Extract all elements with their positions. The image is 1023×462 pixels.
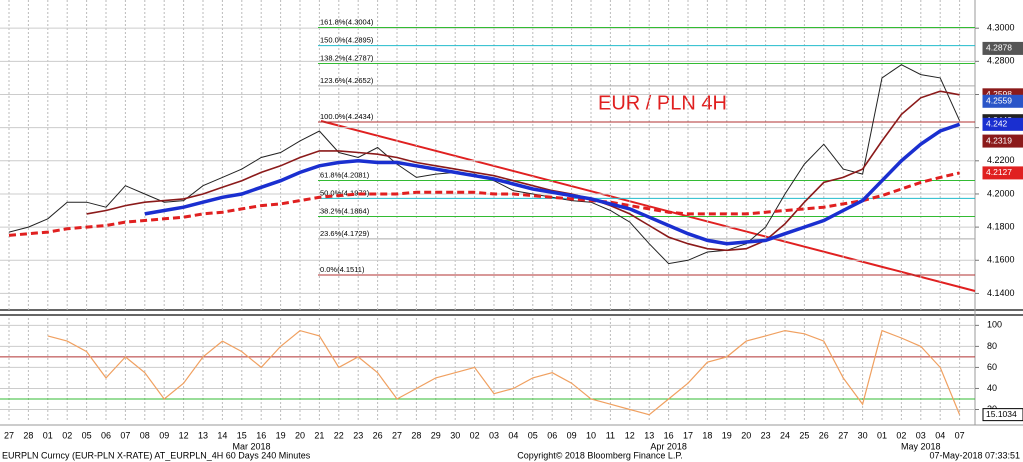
x-tick-label: 10 (586, 430, 596, 440)
x-tick-label: 28 (411, 430, 421, 440)
footer-center: Copyright© 2018 Bloomberg Finance L.P. (517, 450, 683, 460)
fib-label: 123.6%(4.2652) (320, 76, 374, 85)
x-tick-label: 28 (23, 430, 33, 440)
annotation: EUR / PLN 4H (598, 92, 727, 114)
footer-right: 07-May-2018 07:33:51 (929, 450, 1020, 460)
x-tick-label: 01 (43, 430, 53, 440)
y-tick-label: 40 (987, 383, 997, 393)
price-tag: 4.2319 (986, 135, 1012, 145)
x-tick-label: 13 (198, 430, 208, 440)
y-tick-label: 100 (987, 320, 1002, 330)
x-tick-label: 22 (334, 430, 344, 440)
x-tick-label: 09 (159, 430, 169, 440)
x-tick-label: 19 (276, 430, 286, 440)
x-tick-label: 05 (82, 430, 92, 440)
fib-label: 38.2%(4.1864) (320, 206, 370, 215)
y-tick-label: 4.2000 (987, 188, 1015, 198)
fib-label: 161.8%(4.3004) (320, 18, 374, 27)
series-line (8, 171, 960, 237)
x-tick-label: 27 (838, 430, 848, 440)
x-tick-label: 26 (373, 430, 383, 440)
x-tick-label: 08 (140, 430, 150, 440)
x-tick-label: 23 (353, 430, 363, 440)
y-tick-label: 4.3000 (987, 23, 1015, 33)
price-tag: 15.1034 (986, 409, 1017, 419)
x-tick-label: 06 (101, 430, 111, 440)
series-line (144, 122, 961, 246)
price-tag-box (982, 166, 1023, 180)
y-tick-label: 4.1600 (987, 255, 1015, 265)
series-line (86, 90, 960, 252)
x-tick-label: 19 (722, 430, 732, 440)
x-tick-label: 02 (896, 430, 906, 440)
x-tick-label: 03 (489, 430, 499, 440)
x-tick-label: 02 (62, 430, 72, 440)
x-tick-label: 27 (392, 430, 402, 440)
price-tag: 4.2127 (986, 167, 1012, 177)
price-tag: 4.2878 (986, 43, 1012, 53)
price-tag-box (982, 134, 1023, 148)
x-tick-label: 16 (256, 430, 266, 440)
y-tick-label: 4.1400 (987, 288, 1015, 298)
x-tick-label: 25 (799, 430, 809, 440)
fib-label: 100.0%(4.2434) (320, 112, 374, 121)
x-tick-label: 14 (217, 430, 227, 440)
x-tick-label: 04 (508, 430, 518, 440)
x-tick-label: 12 (179, 430, 189, 440)
price-tag-box (982, 94, 1023, 108)
x-tick-label: 30 (450, 430, 460, 440)
x-tick-label: 20 (741, 430, 751, 440)
x-tick-label: 20 (295, 430, 305, 440)
month-label: Apr 2018 (650, 441, 687, 451)
price-tag-box (982, 408, 1023, 422)
x-tick-label: 06 (547, 430, 557, 440)
x-tick-label: 16 (664, 430, 674, 440)
x-tick-label: 15 (237, 430, 247, 440)
x-tick-label: 21 (314, 430, 324, 440)
month-label: May 2018 (901, 441, 941, 451)
x-tick-label: 17 (683, 430, 693, 440)
price-tag: 4.242 (986, 119, 1008, 129)
y-tick-label: 4.2800 (987, 56, 1015, 66)
fib-label: 50.0%(4.1973) (320, 188, 370, 197)
x-tick-label: 24 (780, 430, 790, 440)
x-tick-label: 11 (606, 430, 615, 440)
fib-label: 0.0%(4.1511) (320, 265, 365, 274)
y-tick-label: 4.2200 (987, 155, 1015, 165)
fib-label: 23.6%(4.1729) (320, 229, 370, 238)
x-tick-label: 13 (644, 430, 654, 440)
x-tick-label: 03 (916, 430, 926, 440)
x-tick-label: 07 (955, 430, 965, 440)
series-line (47, 329, 961, 416)
x-tick-label: 18 (702, 430, 712, 440)
x-tick-label: 02 (470, 430, 480, 440)
trend-line (320, 120, 976, 292)
price-tag-box (982, 117, 1023, 131)
x-tick-label: 27 (4, 430, 14, 440)
x-tick-label: 01 (877, 430, 887, 440)
month-label: Mar 2018 (232, 441, 270, 451)
price-tag: 4.2559 (986, 96, 1012, 106)
x-tick-label: 05 (528, 430, 538, 440)
x-tick-label: 30 (858, 430, 868, 440)
footer-left: EURPLN Curncy (EUR-PLN X-RATE) AT_EURPLN… (2, 450, 311, 460)
fib-label: 150.0%(4.2895) (320, 36, 374, 45)
y-tick-label: 80 (987, 341, 997, 351)
x-tick-label: 26 (819, 430, 829, 440)
x-tick-label: 09 (567, 430, 577, 440)
x-tick-label: 04 (935, 430, 945, 440)
price-tag: 4.2598 (986, 89, 1012, 99)
y-tick-label: 60 (987, 362, 997, 372)
x-tick-label: 29 (431, 430, 441, 440)
y-tick-label: 4.1800 (987, 221, 1015, 231)
x-tick-label: 07 (120, 430, 130, 440)
fib-label: 61.8%(4.2081) (320, 171, 370, 180)
x-tick-label: 12 (625, 430, 635, 440)
x-tick-label: 23 (761, 430, 771, 440)
fib-label: 138.2%(4.2787) (320, 53, 374, 62)
price-tag-box (982, 41, 1023, 55)
